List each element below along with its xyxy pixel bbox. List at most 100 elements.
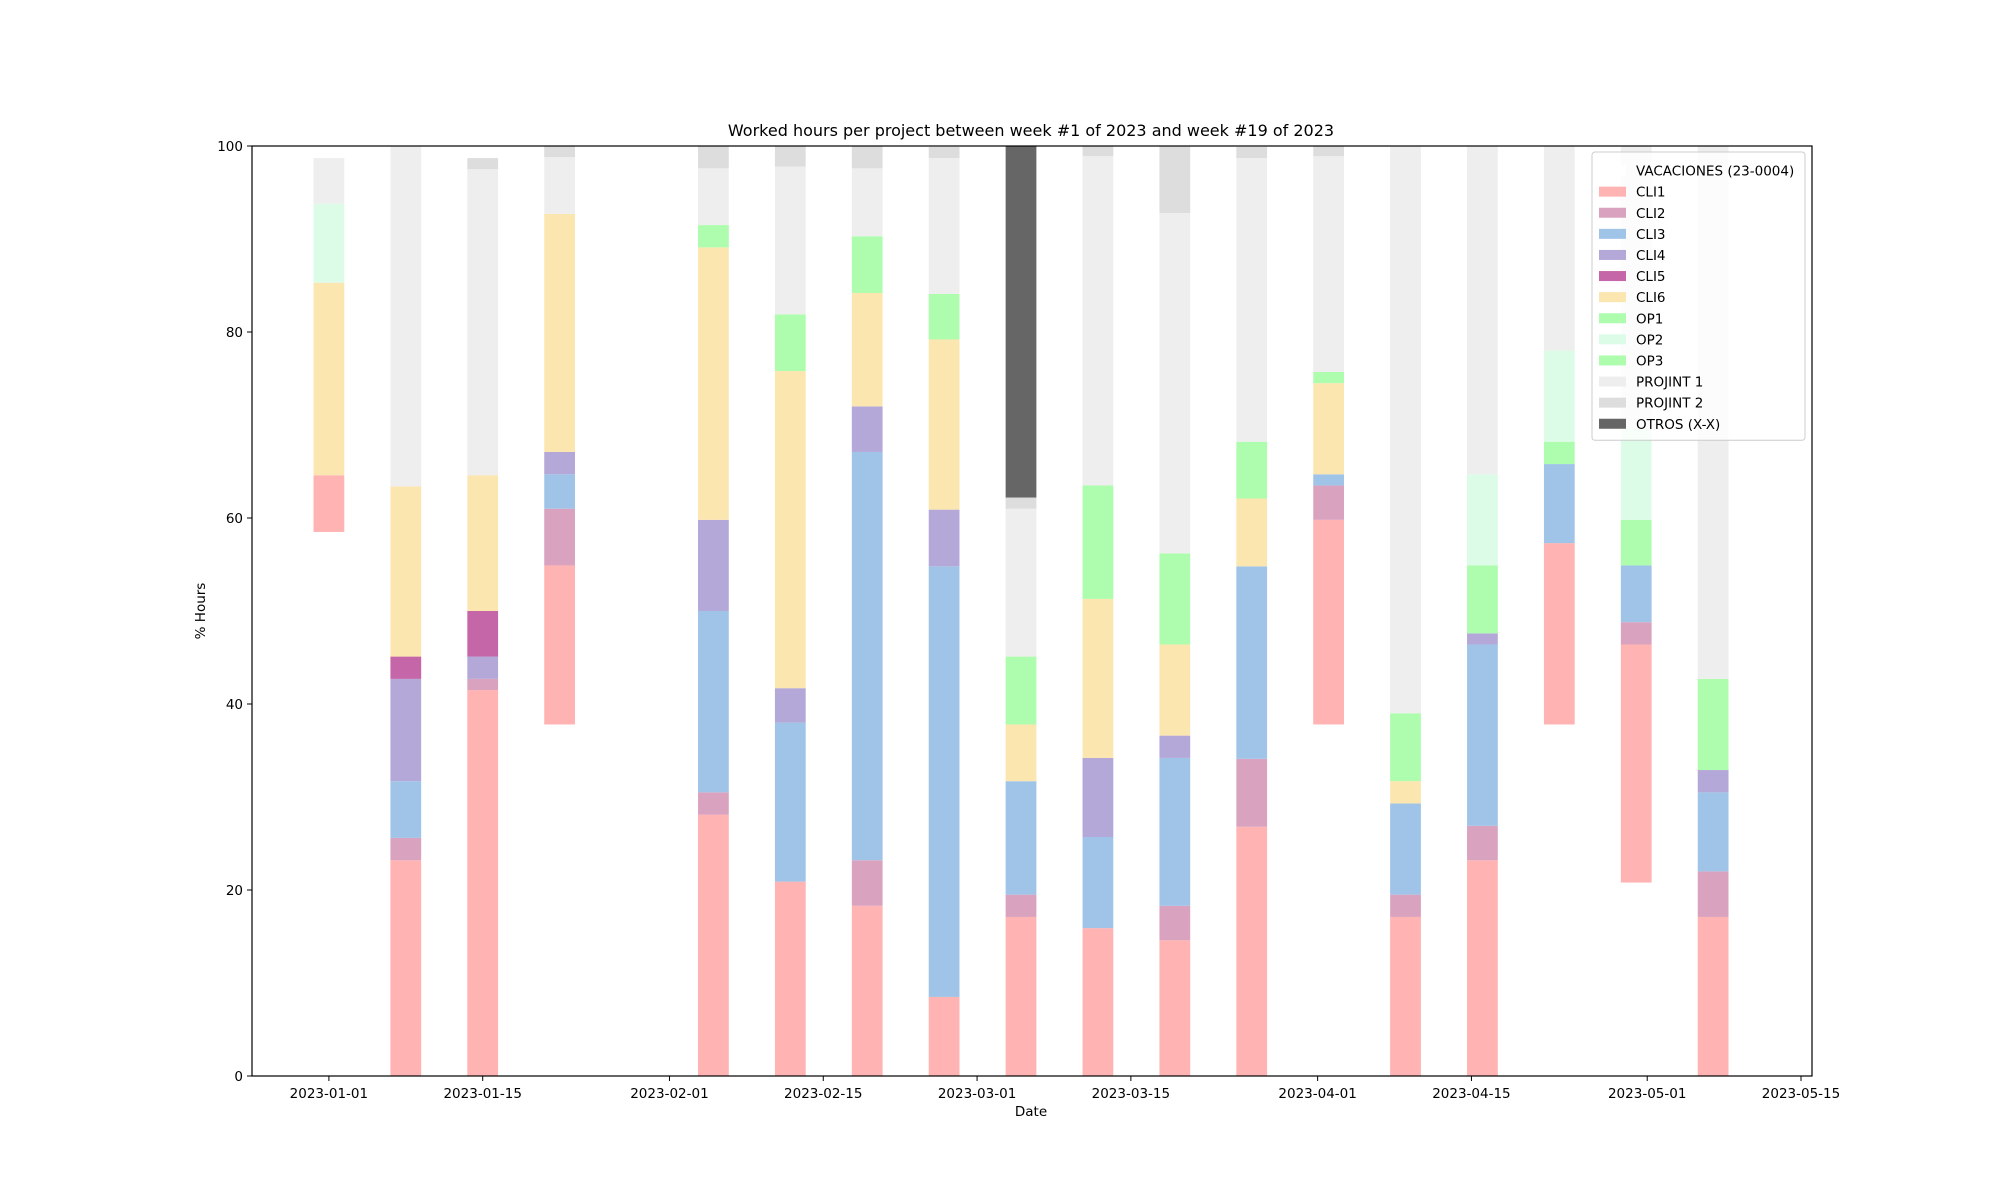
legend-swatch xyxy=(1599,418,1626,429)
bar-segment xyxy=(698,792,729,815)
legend-swatch xyxy=(1599,376,1626,387)
bar-segment xyxy=(851,168,883,237)
bar-segment xyxy=(1313,383,1344,475)
legend-label: OTROS (X-X) xyxy=(1636,417,1720,433)
legend-label: CLI4 xyxy=(1636,248,1666,264)
bar-segment xyxy=(1620,519,1652,566)
bar-segment xyxy=(698,611,729,793)
bar-segment xyxy=(1159,212,1191,554)
bar-segment xyxy=(313,475,345,532)
bar-segment xyxy=(1313,485,1344,520)
bar-segment xyxy=(313,203,345,283)
bar-segment xyxy=(1005,508,1037,657)
bar-segment xyxy=(390,678,422,782)
bar-segment xyxy=(467,611,499,657)
y-tick-label: 60 xyxy=(226,511,243,527)
plot-frame xyxy=(251,145,1813,1077)
legend-label: PROJINT 2 xyxy=(1636,396,1703,412)
bar-segment xyxy=(1159,735,1191,758)
bar-segment xyxy=(467,169,499,476)
bar-segment xyxy=(1620,644,1652,883)
bar-segment xyxy=(467,678,499,691)
bar-segment xyxy=(698,814,729,1076)
legend-label: OP2 xyxy=(1636,332,1663,348)
y-axis: 0 20 40 60 80 100 xyxy=(217,139,252,1085)
bar-segment xyxy=(1082,598,1114,758)
bar-segment xyxy=(928,996,960,1076)
bar-segment xyxy=(928,146,960,159)
bar-segment xyxy=(1236,498,1268,567)
y-tick-label: 80 xyxy=(226,325,243,341)
bar-segment xyxy=(544,213,575,452)
x-tick-label: 2023-01-01 xyxy=(290,1086,368,1102)
bars-layer xyxy=(313,146,1729,1076)
x-tick-label: 2023-05-15 xyxy=(1762,1086,1840,1102)
bar-segment xyxy=(1543,350,1575,442)
legend-swatch xyxy=(1599,292,1626,303)
bar-segment xyxy=(1159,553,1191,645)
legend-swatch xyxy=(1599,355,1626,366)
bar-segment xyxy=(1082,928,1114,1076)
bar-segment xyxy=(467,656,499,679)
bar-segment xyxy=(1313,146,1344,157)
bar-segment xyxy=(1313,371,1344,384)
bar-segment xyxy=(774,722,806,882)
bar-segment xyxy=(1236,566,1268,759)
bar-segment xyxy=(774,881,806,1076)
bar-segment xyxy=(1313,724,1344,1076)
bar-segment xyxy=(1005,916,1037,1076)
bar-segment xyxy=(1620,565,1652,623)
bar-segment xyxy=(1543,146,1575,351)
legend-swatch xyxy=(1599,165,1626,176)
bar-segment xyxy=(1159,644,1191,736)
bar-segment xyxy=(1005,146,1037,498)
bar-segment xyxy=(390,146,422,487)
bar-segment xyxy=(467,158,499,170)
bar-segment xyxy=(1467,565,1498,634)
x-tick-label: 2023-03-15 xyxy=(1092,1086,1170,1102)
bar-segment xyxy=(1390,894,1421,917)
legend-swatch xyxy=(1599,207,1626,218)
bar-segment xyxy=(1543,543,1575,725)
bar-segment xyxy=(698,225,729,248)
bar-segment xyxy=(1390,713,1421,782)
bar-segment xyxy=(1236,441,1268,499)
bar-segment xyxy=(1159,905,1191,941)
bar-segment xyxy=(851,451,883,861)
legend-swatch xyxy=(1599,186,1626,197)
bar-segment xyxy=(851,146,883,169)
bar-segment xyxy=(698,146,729,169)
bar-segment xyxy=(1543,724,1575,1076)
legend-frame xyxy=(1591,151,1806,441)
bar-segment xyxy=(1467,146,1498,475)
bar-segment xyxy=(1697,916,1729,1076)
legend-label: CLI2 xyxy=(1636,206,1666,222)
bar-segment xyxy=(774,314,806,372)
bar-segment xyxy=(390,860,422,1076)
legend-label: VACACIONES (23-0004) xyxy=(1636,164,1794,180)
x-tick-label: 2023-03-01 xyxy=(938,1086,1016,1102)
bar-segment xyxy=(774,146,806,167)
legend-label: CLI1 xyxy=(1636,185,1666,201)
bar-segment xyxy=(313,282,345,476)
bar-segment xyxy=(1313,156,1344,372)
bar-segment xyxy=(1467,633,1498,645)
bar-segment xyxy=(313,531,345,1076)
bar-segment xyxy=(1467,860,1498,1076)
bar-segment xyxy=(1005,894,1037,917)
legend-swatch xyxy=(1599,397,1626,408)
bar-segment xyxy=(1697,871,1729,917)
bar-segment xyxy=(1313,474,1344,486)
bar-segment xyxy=(1390,146,1421,714)
y-tick-label: 100 xyxy=(217,139,243,155)
bar-segment xyxy=(544,157,575,214)
bar-segment xyxy=(467,690,499,1076)
bar-segment xyxy=(1390,781,1421,804)
legend: VACACIONES (23-0004) CLI1 CLI2 CLI3 CLI4 CLI5… xyxy=(1591,151,1806,441)
bar-segment xyxy=(928,509,960,567)
legend-swatch xyxy=(1599,249,1626,260)
bar-segment xyxy=(774,166,806,315)
bar-segment xyxy=(928,293,960,340)
chart-title: Worked hours per project between week #1… xyxy=(728,121,1334,140)
